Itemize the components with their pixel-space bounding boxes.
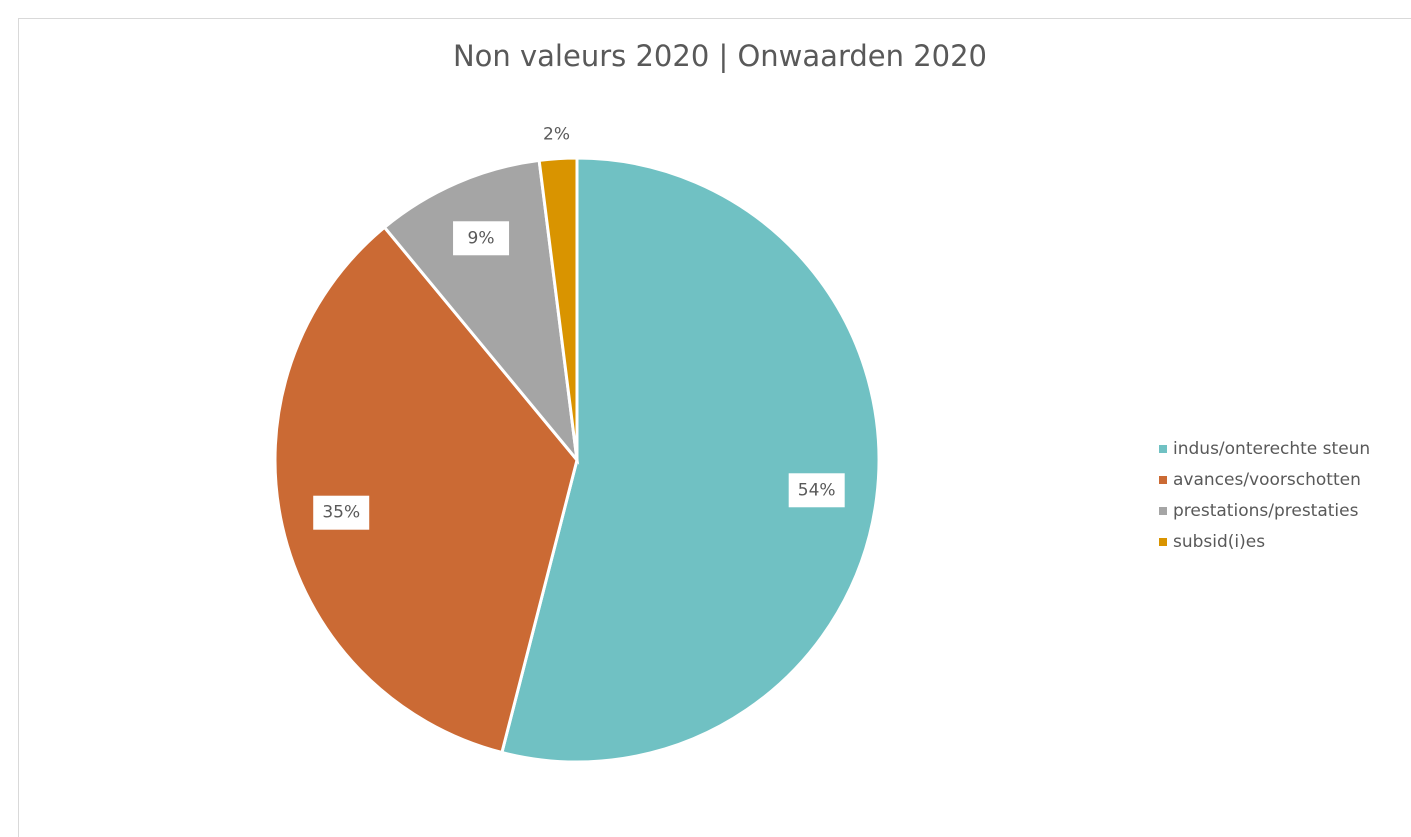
- data-label-box: [313, 495, 370, 530]
- chart-title: Non valeurs 2020 | Onwaarden 2020: [453, 39, 987, 73]
- data-label: 2%: [543, 124, 570, 144]
- legend-swatch: [1159, 538, 1167, 546]
- legend-label: subsid(i)es: [1173, 532, 1265, 552]
- pie-slice: [500, 156, 881, 764]
- legend-label: indus/onterechte steun: [1173, 439, 1370, 459]
- legend-label: avances/voorschotten: [1173, 470, 1361, 490]
- legend-swatch: [1159, 507, 1167, 515]
- data-label-box: [788, 473, 845, 508]
- pie-slice: [382, 158, 580, 465]
- pie-slice: [273, 225, 579, 755]
- data-label-box: [453, 221, 510, 256]
- legend-label: prestations/prestaties: [1173, 501, 1359, 521]
- data-label: 9%: [468, 228, 495, 248]
- legend-swatch: [1159, 445, 1167, 453]
- legend-swatch: [1159, 476, 1167, 484]
- pie-slice: [537, 156, 579, 461]
- data-label: 35%: [322, 503, 360, 523]
- data-label: 54%: [798, 480, 836, 500]
